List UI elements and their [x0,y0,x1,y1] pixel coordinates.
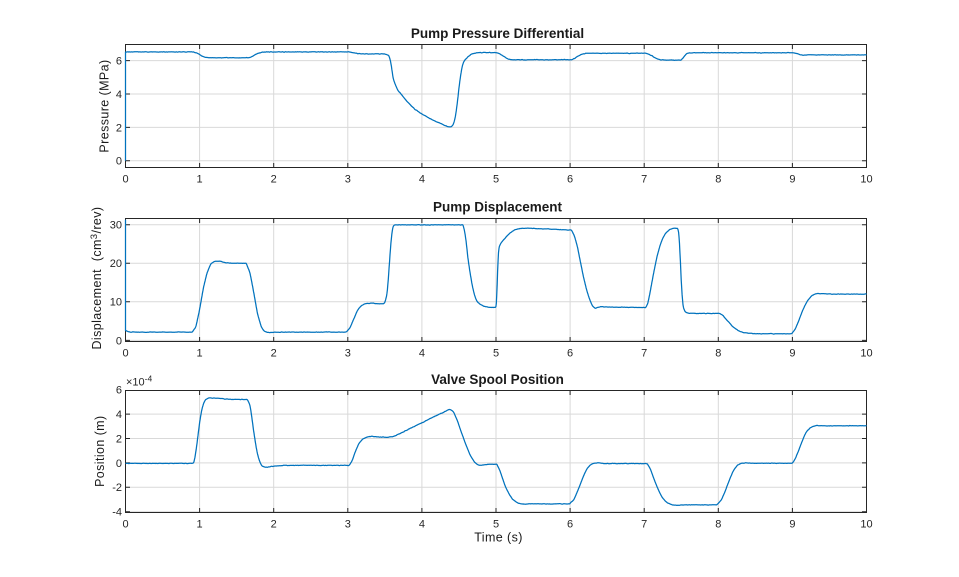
svg-text:8: 8 [715,174,721,186]
svg-text:4: 4 [116,89,122,101]
svg-text:3: 3 [345,348,351,360]
svg-text:5: 5 [493,519,499,531]
svg-text:8: 8 [715,519,721,531]
svg-text:7: 7 [641,348,647,360]
svg-text:5: 5 [493,174,499,186]
svg-text:2: 2 [116,122,122,134]
svg-text:10: 10 [860,519,872,531]
svg-text:0: 0 [122,174,128,186]
svg-text:-4: -4 [112,507,122,519]
svg-text:Time (s): Time (s) [474,531,523,545]
svg-text:5: 5 [493,348,499,360]
svg-text:9: 9 [789,348,795,360]
svg-text:4: 4 [419,348,425,360]
svg-text:10: 10 [110,297,122,309]
svg-text:Valve Spool Position: Valve Spool Position [431,372,564,387]
svg-text:1: 1 [197,348,203,360]
svg-text:9: 9 [789,174,795,186]
svg-text:Pump Pressure Differential: Pump Pressure Differential [411,26,584,41]
svg-text:8: 8 [715,348,721,360]
svg-text:Pressure (MPa): Pressure (MPa) [98,59,112,152]
svg-text:7: 7 [641,174,647,186]
svg-text:7: 7 [641,519,647,531]
svg-text:0: 0 [116,335,122,347]
svg-text:6: 6 [116,385,122,397]
svg-text:20: 20 [110,258,122,270]
svg-text:2: 2 [116,433,122,445]
svg-text:30: 30 [110,220,122,232]
svg-text:Position (m): Position (m) [93,415,107,486]
svg-text:Displacement (cm3/rev): Displacement (cm3/rev) [89,207,104,350]
svg-text:3: 3 [345,519,351,531]
svg-text:2: 2 [271,174,277,186]
svg-text:Pump Displacement: Pump Displacement [433,199,563,214]
svg-text:10: 10 [860,174,872,186]
svg-text:2: 2 [271,348,277,360]
svg-text:0: 0 [116,458,122,470]
svg-text:-2: -2 [112,482,122,494]
svg-text:4: 4 [116,409,122,421]
svg-text:6: 6 [567,348,573,360]
svg-text:0: 0 [122,348,128,360]
svg-text:4: 4 [419,519,425,531]
svg-text:6: 6 [567,519,573,531]
svg-text:1: 1 [197,174,203,186]
svg-text:9: 9 [789,519,795,531]
svg-text:0: 0 [116,156,122,168]
svg-text:10: 10 [860,348,872,360]
svg-text:6: 6 [567,174,573,186]
svg-text:1: 1 [197,519,203,531]
svg-text:0: 0 [122,519,128,531]
svg-text:3: 3 [345,174,351,186]
svg-text:6: 6 [116,56,122,68]
svg-text:4: 4 [419,174,425,186]
svg-text:2: 2 [271,519,277,531]
